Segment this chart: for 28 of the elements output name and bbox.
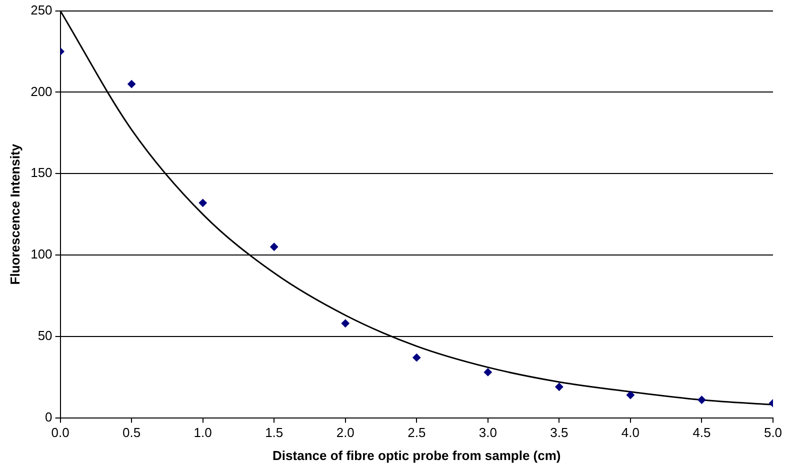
- point: [270, 242, 278, 251]
- point: [341, 319, 350, 328]
- x-tick-label: 2.0: [336, 425, 354, 440]
- x-tick-label: 2.5: [408, 425, 426, 440]
- y-tick-label: 50: [38, 328, 52, 343]
- y-tick-label: 150: [30, 165, 52, 180]
- x-tick-label: 4.0: [621, 425, 640, 440]
- y-tick-label: 0: [45, 409, 52, 424]
- x-tick-label: 0.5: [122, 425, 141, 440]
- point: [198, 198, 207, 207]
- x-tick-label: 0.0: [51, 425, 70, 440]
- y-axis-title: Fluorescence Intensity: [7, 143, 22, 285]
- x-tick-label: 3.0: [478, 425, 497, 440]
- point: [484, 368, 492, 376]
- x-axis-title: Distance of fibre optic probe from sample (cm): [272, 448, 561, 463]
- point: [128, 80, 136, 88]
- point: [698, 396, 706, 404]
- x-tick-label: 4.5: [692, 425, 711, 440]
- x-tick-label: 3.5: [550, 425, 568, 440]
- x-tick-label: 1.0: [194, 425, 212, 440]
- y-tick-label: 250: [30, 2, 52, 18]
- y-tick-label: 100: [30, 246, 52, 262]
- x-tick-label: 5.0: [764, 425, 782, 440]
- point: [555, 382, 564, 391]
- point: [626, 391, 634, 400]
- point: [412, 354, 421, 362]
- x-tick-label: 1.5: [265, 425, 284, 440]
- y-tick-label: 200: [30, 84, 52, 99]
